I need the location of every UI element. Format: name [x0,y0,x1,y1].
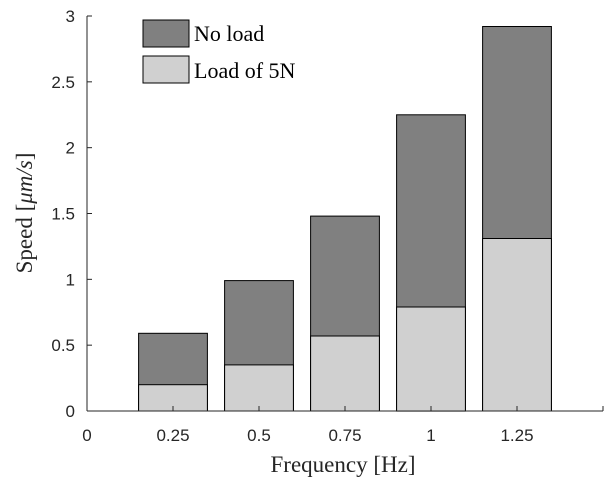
x-tick-label: 0 [82,426,91,445]
y-axis-label-text: Speed [ [12,204,37,274]
legend: No load Load of 5N [142,19,296,84]
legend-label-no-load: No load [194,21,264,46]
legend-swatch-load [142,55,190,84]
bar-load [224,364,294,412]
legend-label-load: Load of 5N [194,58,296,83]
x-tick-label: 0.75 [328,426,361,445]
y-tick-label: 0.5 [51,336,75,355]
x-tick-label: 0.25 [156,426,189,445]
y-tick-label: 2.5 [51,73,75,92]
y-tick-label: 1 [66,270,75,289]
y-axis-label: Speed [μm/s] [12,153,37,274]
y-ticks: 0 0.5 1 1.5 2 2.5 3 [51,7,92,421]
y-axis-label-close: ] [12,153,37,161]
x-tick-label: 1 [426,426,435,445]
y-tick-label: 3 [66,7,75,26]
bar-load [310,335,380,412]
x-tick-label: 0.5 [247,426,271,445]
x-tick-label: 1.25 [500,426,533,445]
y-tick-label: 2 [66,139,75,158]
legend-swatch-no-load [142,19,190,48]
bar-load [396,306,466,412]
x-ticks: 0 0.25 0.5 0.75 1 1.25 [82,406,604,445]
bar-load [482,238,552,412]
y-tick-label: 0 [66,402,75,421]
x-axis-label: Frequency [Hz] [271,452,416,477]
y-tick-label: 1.5 [51,205,75,224]
y-axis-label-unit: μm/s [12,160,37,205]
